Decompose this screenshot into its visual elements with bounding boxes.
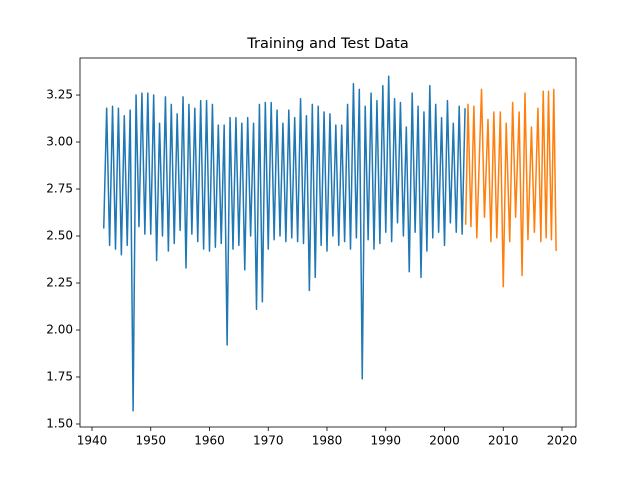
x-tick-label: 1940: [77, 434, 108, 448]
chart-title: Training and Test Data: [246, 36, 409, 52]
x-tick-label: 1960: [194, 434, 225, 448]
y-tick-label: 3.00: [46, 135, 73, 149]
y-tick-label: 1.50: [46, 416, 73, 430]
x-tick-label: 1970: [253, 434, 284, 448]
y-tick-label: 2.50: [46, 229, 73, 243]
y-tick-label: 2.75: [46, 182, 73, 196]
x-tick-label: 1950: [135, 434, 166, 448]
x-tick-label: 2000: [429, 434, 460, 448]
y-tick-label: 2.00: [46, 323, 73, 337]
y-tick-label: 1.75: [46, 369, 73, 383]
x-tick-label: 1990: [370, 434, 401, 448]
y-tick-label: 3.25: [46, 88, 73, 102]
x-tick-label: 1980: [312, 434, 343, 448]
x-tick-label: 2020: [547, 434, 578, 448]
y-tick-label: 2.25: [46, 276, 73, 290]
plot-frame: [79, 57, 577, 428]
line-series: [464, 88, 557, 288]
x-tick-label: 2010: [488, 434, 519, 448]
line-series: [102, 75, 466, 412]
